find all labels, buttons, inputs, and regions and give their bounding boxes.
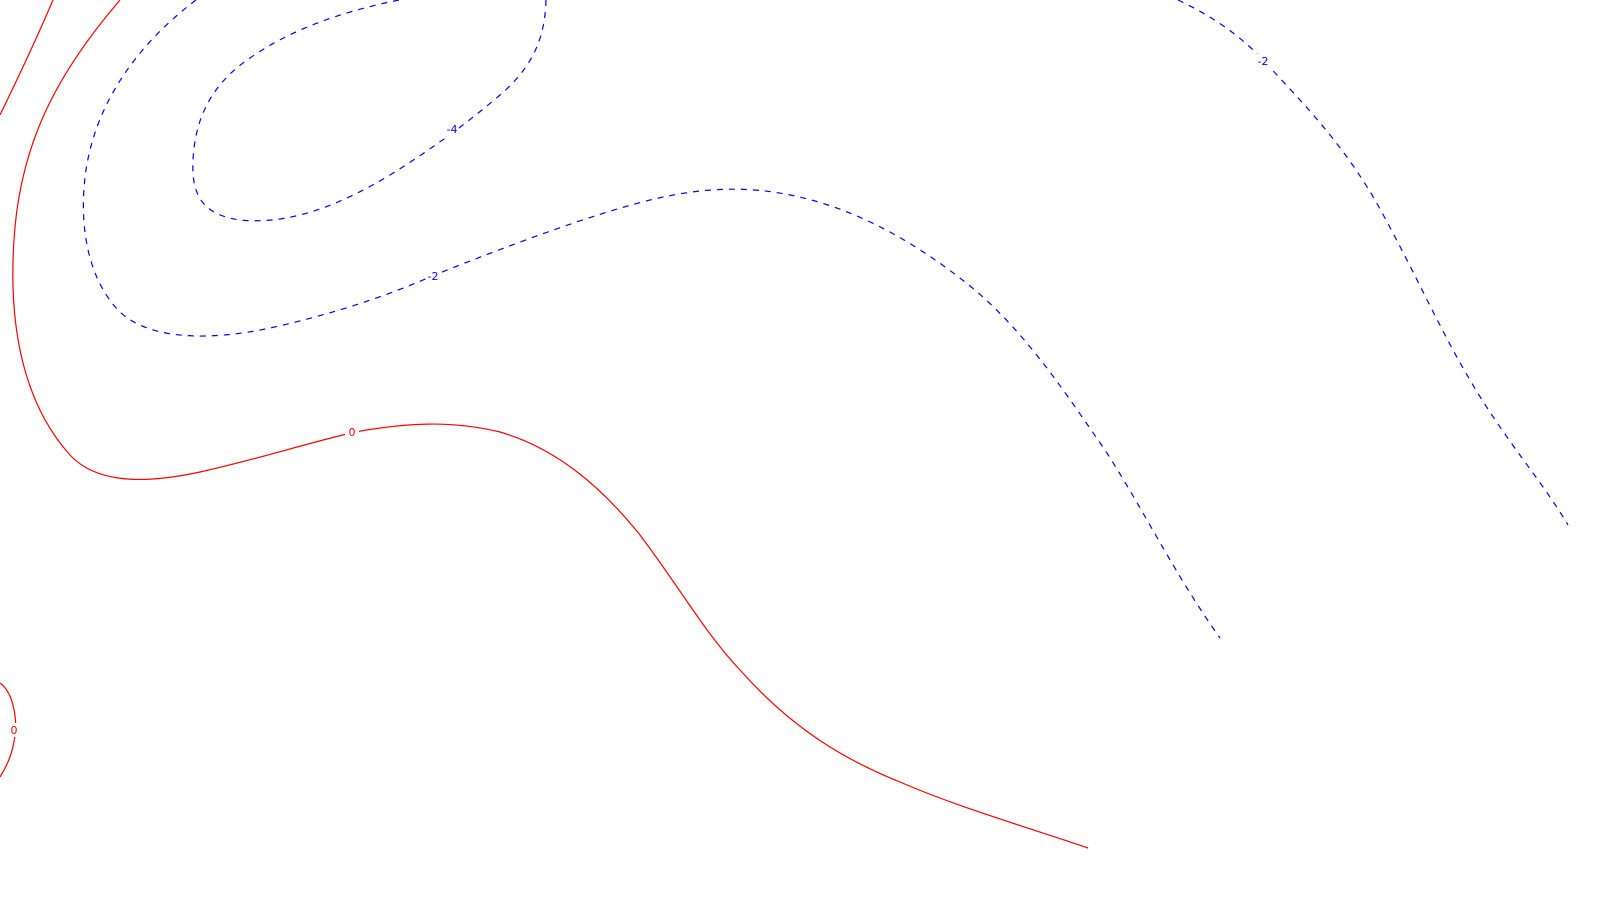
contour-label-background bbox=[345, 425, 359, 439]
contour-label-background bbox=[445, 122, 459, 136]
contour-label: -2 bbox=[1258, 55, 1269, 68]
contour-line-level-0 bbox=[12, 0, 1089, 849]
contour-label: 0 bbox=[11, 724, 18, 737]
contour-label-background bbox=[1256, 54, 1270, 68]
contour-label: 0 bbox=[349, 426, 356, 439]
contour-line-level-0 bbox=[0, 0, 54, 116]
contour-label: -2 bbox=[428, 270, 439, 283]
contour-label: -4 bbox=[447, 123, 458, 136]
contour-label-background bbox=[7, 723, 21, 737]
contour-line-level-minus-2 bbox=[1177, 0, 1569, 526]
contour-line-level-minus-4 bbox=[192, 0, 547, 222]
contour-label-background bbox=[426, 269, 440, 283]
contour-line-level-minus-2 bbox=[82, 0, 1221, 639]
